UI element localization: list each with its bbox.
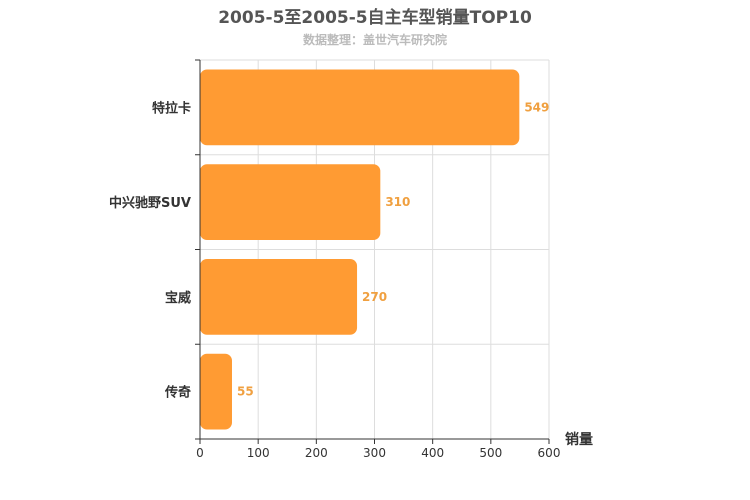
data-label: 55: [237, 385, 254, 399]
data-label: 270: [362, 290, 387, 304]
y-tick-label: 传奇: [164, 385, 191, 401]
chart-subtitle: 数据整理：盖世汽车研究院: [302, 33, 447, 47]
bar: [200, 258, 358, 335]
bar: [200, 353, 232, 430]
bar: [200, 164, 381, 241]
x-tick-label: 200: [305, 446, 328, 460]
x-tick-label: 300: [363, 446, 386, 460]
chart-title: 2005-5至2005-5自主车型销量TOP10: [218, 8, 532, 28]
bar: [200, 69, 520, 146]
x-axis-label: 销量: [565, 431, 593, 448]
bars: 549 310 270 55: [200, 69, 549, 430]
data-label: 310: [385, 195, 410, 209]
y-tick-label: 特拉卡: [152, 100, 191, 116]
x-tick-label: 100: [247, 446, 270, 460]
x-tick-label: 600: [538, 446, 561, 460]
x-tick-label: 500: [479, 446, 502, 460]
y-tick-label: 中兴驰野SUV: [109, 195, 191, 211]
y-tick-label: 宝威: [165, 290, 191, 306]
data-label: 549: [524, 100, 549, 114]
x-tick-label: 400: [421, 446, 444, 460]
x-tick-label: 0: [196, 446, 204, 460]
